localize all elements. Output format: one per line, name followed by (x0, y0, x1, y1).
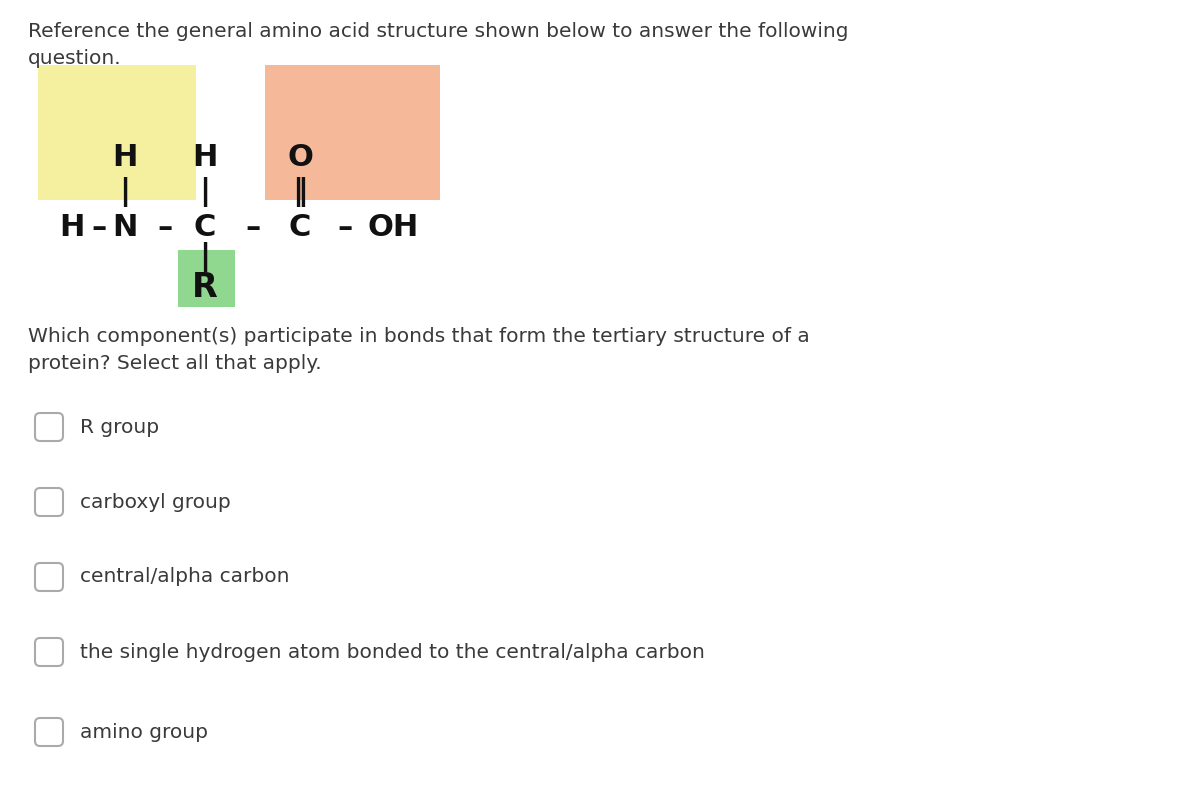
Text: amino group: amino group (80, 723, 208, 741)
FancyBboxPatch shape (178, 250, 235, 307)
Text: C: C (289, 213, 311, 241)
Text: –: – (245, 213, 260, 241)
Text: –: – (157, 213, 173, 241)
Text: –: – (337, 213, 353, 241)
FancyBboxPatch shape (265, 65, 440, 200)
Text: N: N (113, 213, 138, 241)
Text: the single hydrogen atom bonded to the central/alpha carbon: the single hydrogen atom bonded to the c… (80, 642, 704, 662)
Text: H: H (192, 143, 217, 171)
FancyBboxPatch shape (35, 638, 64, 666)
Text: |: | (199, 242, 210, 272)
Text: R: R (192, 270, 218, 304)
Text: |: | (199, 177, 210, 207)
FancyBboxPatch shape (35, 718, 64, 746)
Text: C: C (194, 213, 216, 241)
Text: OH: OH (367, 213, 419, 241)
FancyBboxPatch shape (35, 563, 64, 591)
Text: carboxyl group: carboxyl group (80, 493, 230, 512)
FancyBboxPatch shape (38, 65, 196, 200)
FancyBboxPatch shape (35, 413, 64, 441)
Text: O: O (287, 143, 313, 171)
Text: Which component(s) participate in bonds that form the tertiary structure of a
pr: Which component(s) participate in bonds … (28, 327, 810, 373)
Text: H: H (59, 213, 85, 241)
Text: –: – (91, 213, 107, 241)
Text: R group: R group (80, 418, 160, 437)
Text: central/alpha carbon: central/alpha carbon (80, 567, 289, 587)
Text: Reference the general amino acid structure shown below to answer the following
q: Reference the general amino acid structu… (28, 22, 848, 69)
FancyBboxPatch shape (35, 488, 64, 516)
Text: |: | (120, 177, 131, 207)
Text: ‖: ‖ (293, 177, 307, 207)
Text: H: H (113, 143, 138, 171)
